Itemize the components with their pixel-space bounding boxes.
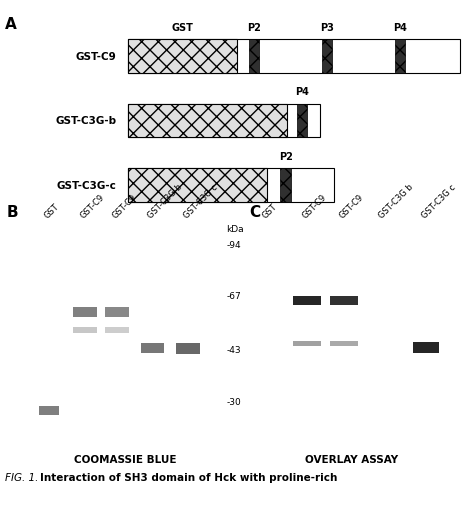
Text: GST-C3G c: GST-C3G c <box>182 182 219 220</box>
Bar <box>140 343 164 354</box>
Text: P3: P3 <box>320 23 334 33</box>
Bar <box>322 40 332 73</box>
Text: GST: GST <box>260 201 279 220</box>
Bar <box>73 328 97 333</box>
Text: C: C <box>249 205 260 220</box>
Text: GST-C3G-c: GST-C3G-c <box>56 181 116 190</box>
Bar <box>128 105 320 138</box>
Text: GST: GST <box>172 23 194 33</box>
Text: -30: -30 <box>227 397 241 407</box>
Bar <box>128 40 460 73</box>
Text: Interaction of SH3 domain of Hck with proline-rich: Interaction of SH3 domain of Hck with pr… <box>40 472 337 482</box>
Bar <box>128 169 267 202</box>
Text: -43: -43 <box>227 346 241 355</box>
Text: P2: P2 <box>247 23 261 33</box>
Text: P4: P4 <box>295 87 309 97</box>
Text: GST: GST <box>43 201 61 220</box>
Bar <box>73 308 97 318</box>
Text: GST-C9: GST-C9 <box>338 192 366 220</box>
Text: GST-C3G-b: GST-C3G-b <box>55 116 116 126</box>
Bar <box>395 40 405 73</box>
Bar <box>281 169 291 202</box>
Text: OVERLAY ASSAY: OVERLAY ASSAY <box>305 454 399 465</box>
Bar <box>105 308 128 318</box>
Text: FIG. 1.: FIG. 1. <box>5 472 38 482</box>
Bar <box>330 341 358 346</box>
Text: A: A <box>5 17 17 32</box>
Bar <box>292 296 321 306</box>
Text: B: B <box>7 205 19 220</box>
Text: GST-C9: GST-C9 <box>75 52 116 62</box>
Bar <box>249 40 259 73</box>
Text: GST-C3G b: GST-C3G b <box>146 182 184 220</box>
Bar <box>297 105 307 138</box>
Bar <box>292 341 321 346</box>
Bar <box>413 342 439 354</box>
Bar <box>128 40 237 73</box>
Text: -67: -67 <box>227 292 241 301</box>
Bar <box>105 328 128 333</box>
Bar <box>176 343 200 355</box>
Text: GST-C3G c: GST-C3G c <box>420 182 457 220</box>
Text: P2: P2 <box>279 152 292 162</box>
Text: GST-C9: GST-C9 <box>78 192 106 220</box>
Text: kDa: kDa <box>227 225 244 234</box>
Text: GST-C9: GST-C9 <box>301 192 328 220</box>
Text: GST-C3G b: GST-C3G b <box>377 182 415 220</box>
Text: COOMASSIE BLUE: COOMASSIE BLUE <box>74 454 177 465</box>
Bar <box>330 296 358 306</box>
Bar <box>128 169 334 202</box>
Text: P4: P4 <box>393 23 407 33</box>
Text: GST-C9: GST-C9 <box>110 192 138 220</box>
Text: -94: -94 <box>227 240 241 249</box>
Bar <box>39 407 59 416</box>
Bar <box>128 105 287 138</box>
